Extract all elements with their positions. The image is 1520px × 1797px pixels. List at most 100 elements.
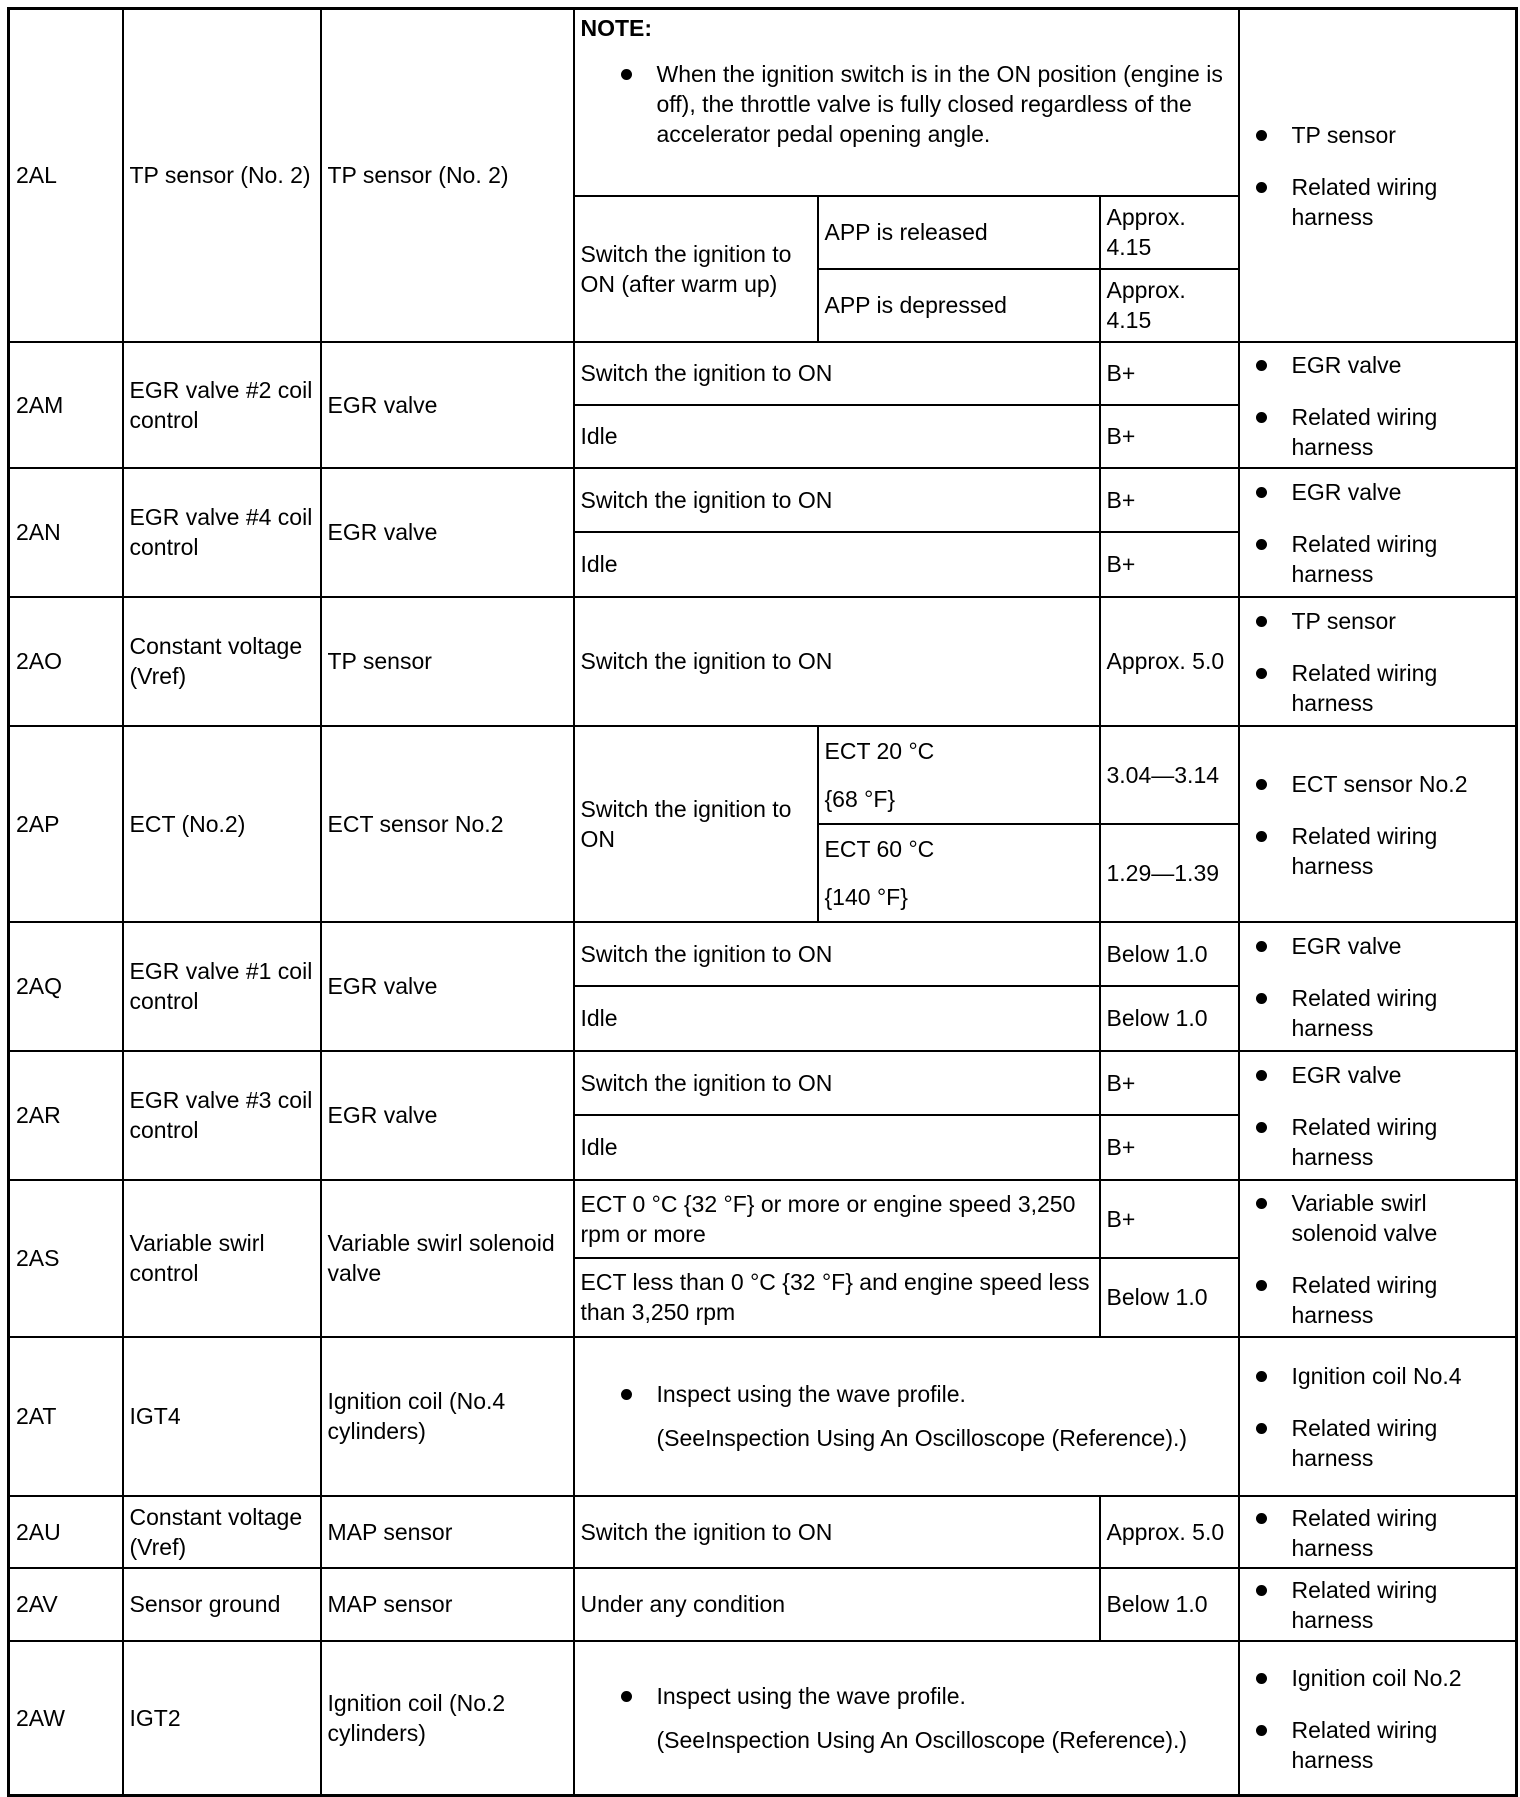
condition-cell: APP is depressed [816,267,1101,343]
signal-cell: EGR valve #1 coil control [121,920,322,1052]
condition-text-imperial: {140 °F} [824,883,908,910]
connected-to-cell: Ignition coil (No.4 cylinders) [319,1335,575,1497]
voltage-cell: 3.04—3.14 [1098,724,1240,825]
oscilloscope-reference-link[interactable]: (SeeInspection Using An Oscilloscope (Re… [656,1425,1188,1451]
table-row: 2AP ECT (No.2) ECT sensor No.2 Switch the i… [7,724,1518,923]
voltage-cell: Approx. 4.15 [1098,267,1240,343]
voltage-cell: B+ [1098,1113,1240,1181]
inspection-item: EGR valve [1246,477,1510,507]
oscilloscope-reference-link[interactable]: (SeeInspection Using An Oscilloscope (Re… [656,1726,1188,1753]
connected-to-cell: ECT sensor No.2 [319,724,575,923]
inspection-item: Related wiring harness [1246,1715,1510,1775]
inspection-cell: Related wiring harness [1237,1566,1518,1642]
inspection-cell: ECT sensor No.2 Related wiring harness [1237,724,1518,923]
table-row: 2AR EGR valve #3 coil control EGR valve Swi… [7,1049,1518,1181]
connected-to-cell: Variable swirl solenoid valve [319,1178,575,1338]
condition-text-imperial: {68 °F} [824,785,896,812]
condition-group-cell: Switch the ignition to ON [572,724,819,923]
condition-cell: ECT 60 °C {140 °F} [816,822,1101,923]
voltage-cell: B+ [1098,530,1240,598]
inspection-item: Variable swirl solenoid valve [1246,1188,1510,1248]
condition-cell: Switch the ignition to ON [572,1049,1101,1116]
terminal-cell: 2AS [7,1178,124,1338]
inspection-item: TP sensor [1246,606,1510,636]
connected-to-cell: EGR valve [319,466,575,598]
condition-cell: ECT 0 °C {32 °F} or more or engine speed… [572,1178,1101,1259]
inspection-item: Related wiring harness [1246,402,1510,462]
connected-to-cell: TP sensor (No. 2) [319,7,575,343]
signal-cell: Sensor ground [121,1566,322,1642]
connected-to-cell: Ignition coil (No.2 cylinders) [319,1639,575,1797]
table-row: 2AU Constant voltage (Vref) MAP sensor Swit… [7,1494,1518,1569]
table-row: 2AT IGT4 Ignition coil (No.4 cylinders) Ins… [7,1335,1518,1497]
voltage-cell: B+ [1098,340,1240,406]
inspection-cell: EGR valve Related wiring harness [1237,466,1518,598]
signal-cell: Constant voltage (Vref) [121,595,322,727]
table-row: 2AN EGR valve #4 coil control EGR valve Swi… [7,466,1518,598]
condition-cell: Idle [572,1113,1101,1181]
inspection-cell: EGR valve Related wiring harness [1237,1049,1518,1181]
condition-cell: Idle [572,984,1101,1052]
condition-text: ECT 60 °C [824,835,935,862]
inspection-cell: Ignition coil No.2 Related wiring harness [1237,1639,1518,1797]
voltage-cell: Below 1.0 [1098,1566,1240,1642]
connected-to-cell: EGR valve [319,920,575,1052]
voltage-cell: B+ [1098,466,1240,533]
note-text: When the ignition switch is in the ON po… [611,59,1232,149]
table-subrow: APP is depressed Approx. 4.15 [9,267,1517,343]
note-title: NOTE: [580,15,653,41]
terminal-cell: 2AT [7,1335,124,1497]
table-row: 2AQ EGR valve #1 coil control EGR valve Swi… [7,920,1518,1052]
condition-cell: ECT 20 °C {68 °F} [816,724,1101,825]
wave-inspection-cell: Inspect using the wave profile. (SeeInspe… [572,1639,1240,1797]
table-row: 2AW IGT2 Ignition coil (No.2 cylinders) Ins… [7,1639,1518,1797]
inspection-item: Related wiring harness [1246,1270,1510,1330]
condition-group-cell: Switch the ignition to ON (after warm up… [572,194,819,343]
condition-cell: Switch the ignition to ON [572,1494,1101,1569]
voltage-cell: 1.29—1.39 [1098,822,1240,923]
signal-cell: EGR valve #4 coil control [121,466,322,598]
voltage-cell: B+ [1098,1049,1240,1116]
inspection-cell: TP sensor Related wiring harness [1237,7,1518,343]
inspection-cell: TP sensor Related wiring harness [1237,595,1518,727]
terminal-cell: 2AO [7,595,124,727]
inspection-item: Related wiring harness [1246,983,1510,1043]
table-row: 2AM EGR valve #2 coil control EGR valve Swi… [7,340,1518,469]
voltage-cell: Below 1.0 [1098,1256,1240,1338]
inspection-item: Related wiring harness [1246,1575,1510,1635]
inspection-item: EGR valve [1246,1060,1510,1090]
terminal-cell: 2AL [7,7,124,343]
terminal-cell: 2AQ [7,920,124,1052]
connected-to-cell: TP sensor [319,595,575,727]
signal-cell: Variable swirl control [121,1178,322,1338]
voltage-cell: B+ [1098,403,1240,469]
table-subrow: Idle Below 1.0 [9,984,1517,1052]
table-row: 2AS Variable swirl control Variable swirl … [7,1178,1518,1338]
voltage-cell: Approx. 4.15 [1098,194,1240,270]
connected-to-cell: MAP sensor [319,1494,575,1569]
inspection-cell: Related wiring harness [1237,1494,1518,1569]
terminal-cell: 2AU [7,1494,124,1569]
condition-cell: Switch the ignition to ON [572,920,1101,987]
inspection-cell: EGR valve Related wiring harness [1237,340,1518,469]
table-row: 2AL TP sensor (No. 2) TP sensor (No. 2) NOT… [7,7,1518,343]
inspection-cell: Variable swirl solenoid valve Related wir… [1237,1178,1518,1338]
condition-cell: Switch the ignition to ON [572,466,1101,533]
table-subrow: Idle B+ [9,403,1517,469]
condition-cell: Under any condition [572,1566,1101,1642]
inspection-item: Ignition coil No.2 [1246,1663,1510,1693]
terminal-cell: 2AR [7,1049,124,1181]
condition-cell: ECT less than 0 °C {32 °F} and engine sp… [572,1256,1101,1338]
inspection-item: Ignition coil No.4 [1246,1361,1510,1391]
terminal-cell: 2AN [7,466,124,598]
condition-cell: Idle [572,530,1101,598]
inspection-item: Related wiring harness [1246,529,1510,589]
signal-cell: IGT4 [121,1335,322,1497]
table-row: 2AO Constant voltage (Vref) TP sensor Switc… [7,595,1518,727]
signal-cell: EGR valve #2 coil control [121,340,322,469]
voltage-cell: Below 1.0 [1098,984,1240,1052]
inspection-item: EGR valve [1246,350,1510,380]
inspection-item: ECT sensor No.2 [1246,769,1510,799]
wave-profile-text: Inspect using the wave profile. [611,1379,1232,1409]
connected-to-cell: EGR valve [319,340,575,469]
